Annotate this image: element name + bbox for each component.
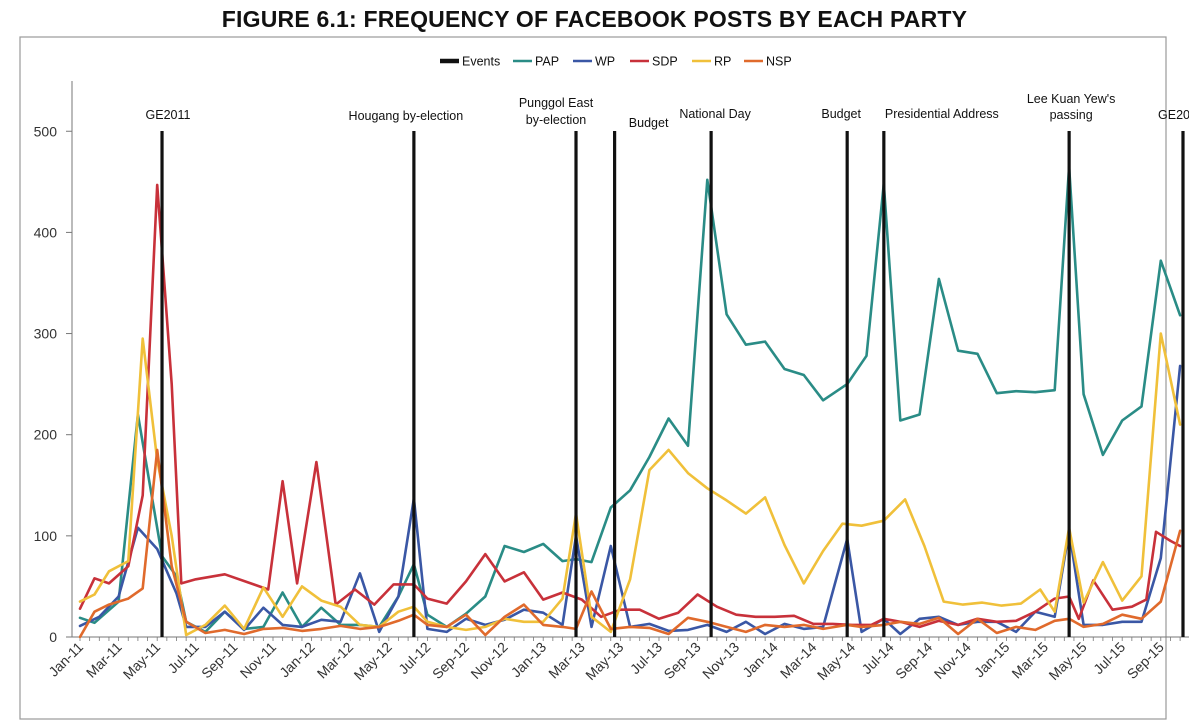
series-sdp — [78, 183, 1182, 629]
event-label-presidential-address: Presidential Address — [885, 107, 999, 121]
event-label-hougang-by-election: Hougang by-election — [349, 109, 464, 123]
series-wp — [78, 364, 1182, 636]
x-tick-label: Jan-12 — [276, 639, 318, 681]
event-labels: GE2011 Hougang by-election Punggol East by-… — [146, 92, 1189, 130]
y-tick-label: 0 — [49, 629, 57, 645]
series-line-pap — [78, 165, 1182, 634]
y-axis: 0 100 200 300 400 500 — [34, 81, 73, 645]
x-tick-label: Jul-11 — [164, 639, 202, 677]
legend-label-nsp: NSP — [766, 55, 792, 69]
x-tick-label: Sep-11 — [198, 639, 241, 682]
x-tick-label: Nov-11 — [237, 639, 280, 682]
chart-frame — [19, 36, 1167, 720]
series-line-wp — [78, 364, 1182, 636]
series-line-rp — [78, 332, 1182, 637]
series-line-sdp — [78, 183, 1182, 629]
x-tick-label: Nov-12 — [467, 639, 510, 682]
event-label-budget: Budget — [821, 107, 861, 121]
legend-label-wp: WP — [595, 55, 615, 69]
x-tick-label: Jan-14 — [739, 639, 781, 681]
series-nsp — [78, 448, 1182, 639]
x-tick-label: Sep-14 — [892, 639, 935, 682]
event-label-national-day: National Day — [679, 107, 751, 121]
x-tick-label: Mar-12 — [314, 639, 357, 682]
x-tick-label: May-14 — [814, 639, 858, 683]
legend-item-rp: RP — [692, 55, 731, 69]
x-tick-label: May-13 — [582, 639, 626, 683]
x-tick-label: Sep-13 — [660, 639, 703, 682]
x-tick-label: Nov-14 — [931, 639, 974, 682]
series-pap — [78, 165, 1182, 634]
series-lines — [78, 165, 1182, 639]
event-label-lee-kuan-yew-s-passing: Lee Kuan Yew's — [1027, 92, 1116, 106]
x-tick-label: Nov-13 — [699, 639, 742, 682]
x-tick-label: Jul-13 — [627, 639, 665, 677]
x-tick-label: Mar-13 — [545, 639, 588, 682]
event-label-ge2011: GE2011 — [146, 108, 191, 122]
legend-item-events: Events — [440, 55, 500, 69]
legend-label-sdp: SDP — [652, 55, 678, 69]
x-tick-label: Sep-15 — [1124, 639, 1167, 682]
x-tick-label: May-12 — [351, 639, 395, 683]
series-rp — [78, 332, 1182, 637]
legend-label-rp: RP — [714, 55, 731, 69]
legend-item-wp: WP — [573, 55, 615, 69]
x-tick-label: Mar-14 — [777, 639, 820, 682]
x-tick-label: Jan-15 — [971, 639, 1013, 681]
event-label-lee-kuan-yew-s-passing: passing — [1050, 108, 1093, 122]
legend-item-sdp: SDP — [630, 55, 678, 69]
legend-label-pap: PAP — [535, 55, 559, 69]
legend-label-events: Events — [462, 55, 500, 69]
x-tick-label: Mar-15 — [1008, 639, 1051, 682]
event-label-punggol-east-by-election: Punggol East — [519, 96, 594, 110]
legend-item-nsp: NSP — [744, 55, 792, 69]
chart-title: FIGURE 6.1: FREQUENCY OF FACEBOOK POSTS … — [221, 6, 968, 32]
legend: Events PAP WP SDP RP NSP — [440, 55, 792, 69]
x-tick-label: Jul-12 — [395, 639, 433, 677]
y-tick-label: 400 — [34, 224, 58, 240]
legend-item-pap: PAP — [513, 55, 559, 69]
x-tick-label: Jan-13 — [508, 639, 550, 681]
event-label-punggol-east-by-election: by-election — [526, 113, 586, 127]
y-tick-label: 200 — [34, 427, 58, 443]
x-tick-label: May-15 — [1045, 639, 1089, 683]
x-tick-label: Sep-12 — [429, 639, 472, 682]
y-tick-label: 100 — [34, 528, 58, 544]
event-label-ge2015: GE2015 — [1158, 108, 1189, 122]
y-tick-label: 300 — [34, 326, 58, 342]
x-tick-label: Mar-11 — [83, 639, 125, 681]
x-tick-label: Jul-14 — [858, 639, 896, 677]
y-tick-label: 500 — [34, 123, 58, 139]
event-label-budget: Budget — [629, 116, 669, 130]
x-tick-label: Jul-15 — [1090, 639, 1128, 677]
x-tick-label: May-11 — [120, 639, 164, 683]
event-lines — [160, 131, 1185, 637]
